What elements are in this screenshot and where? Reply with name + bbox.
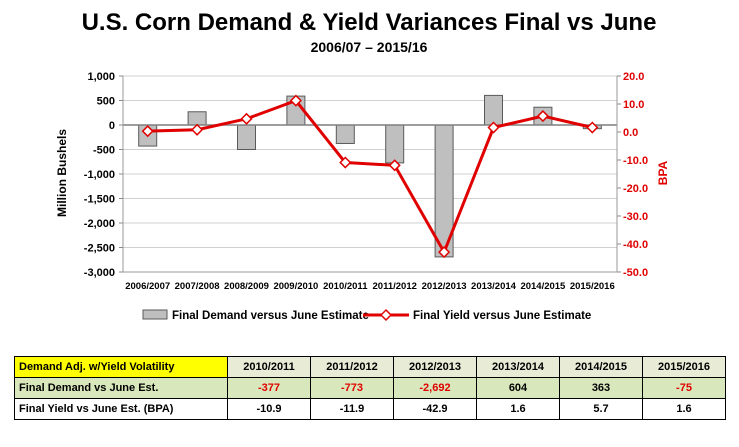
category-label: 2007/2008 — [175, 281, 220, 292]
yield-point — [536, 109, 549, 123]
right-tick-label: -30.0 — [623, 211, 648, 223]
gridlines — [123, 75, 617, 273]
demand-bar — [335, 124, 355, 144]
legend: Final Demand versus June Estimate Final … — [142, 308, 591, 322]
corn-variance-chart: U.S. Corn Demand & Yield Variances Final… — [55, 9, 670, 322]
table-cell: -773 — [310, 377, 394, 399]
table-row: Final Demand vs June Est. -377 -773 -2,6… — [14, 377, 726, 399]
year-header: 2011/2012 — [310, 356, 394, 378]
year-header: 2015/2016 — [642, 356, 726, 378]
table-cell: 363 — [559, 377, 643, 399]
yield-point — [438, 246, 451, 259]
category-label: 2011/2012 — [373, 281, 417, 292]
row-label: Final Demand vs June Est. — [14, 377, 228, 399]
table-cell: -2,692 — [393, 377, 477, 399]
table-cell: -10.9 — [227, 398, 311, 420]
yield-point — [487, 121, 500, 134]
left-tick-label: -500 — [93, 145, 115, 157]
category-label: 2009/2010 — [273, 281, 318, 292]
right-axis-label: BPA — [656, 160, 670, 185]
table-cell: 5.7 — [559, 398, 643, 420]
left-tick-label: -3,000 — [84, 267, 115, 279]
table-cell: 1.6 — [476, 398, 560, 420]
left-axis-label: Million Bushels — [55, 129, 69, 217]
yield-point — [289, 94, 302, 107]
left-axis-ticks: 1,000 500 0 -500 -1,000 -1,500 -2,000 -2,500 -3,… — [84, 71, 123, 279]
chart-axes — [122, 76, 618, 273]
table-cell: -377 — [227, 377, 311, 399]
category-label: 2013/2014 — [471, 281, 517, 292]
table-cell: -11.9 — [310, 398, 394, 420]
right-tick-label: -50.0 — [623, 267, 648, 279]
legend-demand-label: Final Demand versus June Estimate — [172, 310, 369, 322]
yield-point — [191, 123, 204, 136]
demand-bar — [187, 111, 207, 126]
left-tick-label: 500 — [97, 96, 115, 108]
yield-point — [141, 125, 154, 138]
table-cell: -75 — [642, 377, 726, 399]
demand-bar — [237, 124, 256, 150]
right-tick-label: 10.0 — [623, 99, 644, 111]
chart-subtitle: 2006/07 – 2015/16 — [311, 39, 428, 55]
table-row: Final Yield vs June Est. (BPA) -10.9 -11… — [14, 398, 726, 420]
category-label: 2015/2016 — [570, 281, 615, 292]
right-tick-label: -10.0 — [623, 155, 648, 167]
year-header: 2014/2015 — [559, 356, 643, 378]
yield-point — [339, 156, 352, 169]
right-axis-ticks: 20.0 10.0 0.0 -10.0 -20.0 -30.0 -40.0 -50.0 — [617, 71, 648, 279]
left-tick-label: -2,000 — [84, 218, 115, 230]
category-label: 2014/2015 — [520, 281, 566, 292]
table-cell: 604 — [476, 377, 560, 399]
legend-bar-swatch — [142, 309, 168, 320]
legend-line-marker — [379, 308, 393, 322]
year-header: 2010/2011 — [227, 356, 311, 378]
category-label: 2006/2007 — [125, 281, 170, 292]
table-cell: 1.6 — [642, 398, 726, 420]
yield-point — [586, 121, 599, 134]
category-label: 2010/2011 — [323, 281, 368, 292]
right-tick-label: 20.0 — [623, 71, 644, 83]
left-tick-label: -1,000 — [84, 169, 115, 181]
yield-point — [240, 112, 253, 125]
left-tick-label: 0 — [109, 120, 115, 132]
category-label: 2012/2013 — [422, 281, 467, 292]
chart-title: U.S. Corn Demand & Yield Variances Final… — [82, 9, 657, 36]
row-label: Final Yield vs June Est. (BPA) — [14, 398, 228, 420]
right-tick-label: -20.0 — [623, 183, 648, 195]
category-labels: 2006/2007 2007/2008 2008/2009 2009/2010 2010… — [125, 281, 615, 292]
legend-yield-label: Final Yield versus June Estimate — [413, 310, 591, 322]
right-tick-label: 0.0 — [623, 127, 638, 139]
category-label: 2008/2009 — [224, 281, 269, 292]
year-header: 2013/2014 — [476, 356, 560, 378]
left-tick-label: -1,500 — [84, 194, 115, 206]
right-tick-label: -40.0 — [623, 239, 648, 251]
demand-bar — [484, 94, 503, 126]
yield-line — [147, 99, 593, 254]
volatility-table: Demand Adj. w/Yield Volatility 2010/2011… — [14, 356, 726, 420]
table-header-label: Demand Adj. w/Yield Volatility — [14, 356, 228, 378]
table-header-row: Demand Adj. w/Yield Volatility 2010/2011… — [14, 356, 726, 378]
yield-line-series — [141, 94, 599, 259]
yield-point — [388, 159, 401, 172]
left-tick-label: 1,000 — [87, 71, 115, 83]
year-header: 2012/2013 — [393, 356, 477, 378]
demand-bar — [385, 124, 405, 164]
left-tick-label: -2,500 — [84, 243, 115, 255]
table-cell: -42.9 — [393, 398, 477, 420]
